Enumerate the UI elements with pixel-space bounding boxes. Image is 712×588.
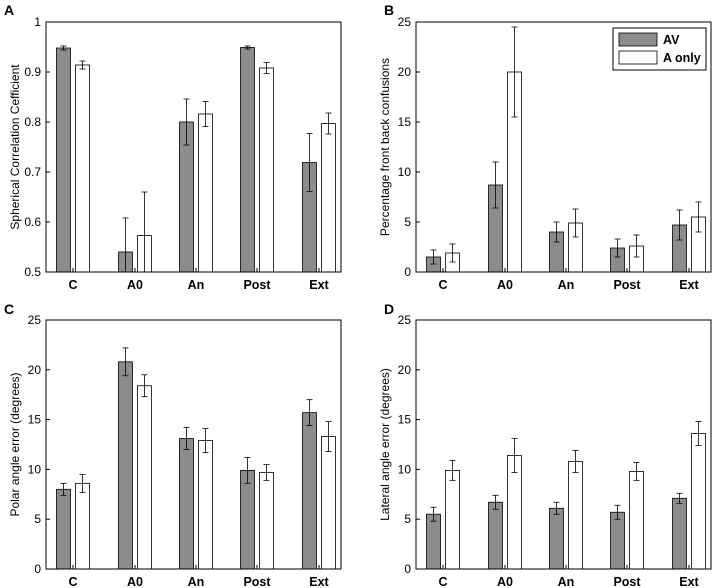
bar-a-only-ext	[691, 433, 706, 570]
bar-av-c	[56, 488, 71, 570]
y-axis-label: Spherical Correlation Cefficient	[8, 64, 22, 230]
panel-letter: A	[4, 2, 14, 18]
bar-a-only-c	[75, 482, 90, 570]
y-tick-label: 10	[398, 462, 412, 476]
bar-a-only-post	[629, 470, 644, 570]
x-tick-label: Post	[243, 278, 271, 292]
axes-box	[45, 319, 342, 570]
x-tick-label: Ext	[679, 575, 699, 588]
bar-av-post	[610, 511, 625, 570]
y-tick-label: 20	[398, 65, 412, 79]
bar-av-a0	[118, 361, 133, 570]
y-tick-label: 0.6	[24, 215, 41, 229]
legend: AV A only	[612, 27, 707, 71]
x-tick-label: C	[438, 575, 447, 588]
y-tick-label: 5	[404, 215, 411, 229]
legend-swatch-av	[618, 32, 658, 47]
bar-a-only-a0	[137, 385, 152, 570]
bar-av-post	[240, 469, 255, 570]
y-tick-label: 10	[28, 462, 42, 476]
y-tick-label: 0.9	[24, 65, 41, 79]
y-axis-label: Lateral angle error (degrees)	[378, 368, 392, 521]
y-tick-label: 15	[28, 413, 42, 427]
y-tick-label: 25	[28, 313, 42, 327]
bar-av-ext	[672, 497, 687, 570]
bar-a-only-post	[259, 67, 274, 273]
y-tick-label: 25	[398, 15, 412, 29]
y-tick-label: 20	[398, 363, 412, 377]
bar-av-c	[56, 47, 71, 273]
x-tick-label: Ext	[309, 278, 329, 292]
panel-d: D Lateral angle error (degrees) 0 5 10 15 20 25…	[378, 301, 712, 588]
x-tick-label: Ext	[309, 575, 329, 588]
y-tick-label: 5	[34, 512, 41, 526]
bar-av-c	[426, 513, 441, 570]
y-tick-label: 0	[404, 265, 411, 279]
x-tick-label: An	[558, 278, 575, 292]
y-tick-label: 0	[34, 562, 41, 576]
x-tick-label: A0	[127, 575, 143, 588]
x-tick-label: C	[438, 278, 447, 292]
x-tick-label: Post	[613, 575, 641, 588]
x-tick-label: An	[188, 575, 205, 588]
bar-av-post	[240, 47, 255, 273]
axes-box	[415, 319, 712, 570]
panel-c: C Polar angle error (degrees) 0 5 10 15 20 25 C A…	[4, 301, 342, 588]
panel-letter: D	[384, 301, 394, 317]
bar-av-an	[179, 438, 194, 570]
x-tick-label: C	[68, 278, 77, 292]
bar-a-only-post	[259, 471, 274, 570]
bar-a-only-c	[75, 64, 90, 273]
y-tick-label: 15	[398, 413, 412, 427]
y-tick-label: 5	[404, 512, 411, 526]
y-tick-label: 10	[398, 165, 412, 179]
legend-swatch-a-only	[618, 50, 658, 65]
y-tick-label: 1	[34, 15, 41, 29]
legend-label: AV	[663, 33, 680, 47]
x-tick-label: An	[188, 278, 205, 292]
y-tick-label: 0.8	[24, 115, 41, 129]
y-tick-label: 15	[398, 115, 412, 129]
x-tick-label: Post	[243, 575, 271, 588]
x-tick-label: A0	[497, 575, 513, 588]
bar-a-only-c	[445, 469, 460, 570]
bar-av-ext	[302, 412, 317, 570]
x-tick-label: An	[558, 575, 575, 588]
y-tick-label: 25	[398, 313, 412, 327]
x-tick-label: A0	[127, 278, 143, 292]
bar-a-only-an	[568, 461, 583, 570]
panel-a: A Spherical Correlation Cefficient 0.5 0.6 0…	[4, 2, 342, 292]
bar-a-only-an	[198, 440, 213, 570]
x-tick-label: Ext	[679, 278, 699, 292]
x-tick-label: A0	[497, 278, 513, 292]
bar-av-an	[549, 507, 564, 570]
y-tick-label: 0.7	[24, 165, 41, 179]
legend-label: A only	[663, 51, 701, 65]
axes-box	[45, 21, 342, 273]
y-tick-label: 0.5	[24, 265, 41, 279]
bar-a-only-ext	[321, 436, 336, 570]
panel-b: B Percentage front back confusions 0 5 10 15 2…	[378, 2, 712, 292]
panel-letter: B	[384, 2, 394, 18]
bar-a-only-ext	[321, 123, 336, 273]
x-tick-label: C	[68, 575, 77, 588]
x-tick-label: Post	[613, 278, 641, 292]
y-axis-label: Polar angle error (degrees)	[8, 372, 22, 516]
y-axis-label: Percentage front back confusions	[378, 58, 392, 236]
bar-a-only-an	[198, 113, 213, 273]
panel-letter: C	[4, 301, 14, 317]
bar-av-a0	[488, 501, 503, 570]
y-tick-label: 20	[28, 363, 42, 377]
axes-box	[415, 21, 712, 273]
y-tick-label: 0	[404, 562, 411, 576]
